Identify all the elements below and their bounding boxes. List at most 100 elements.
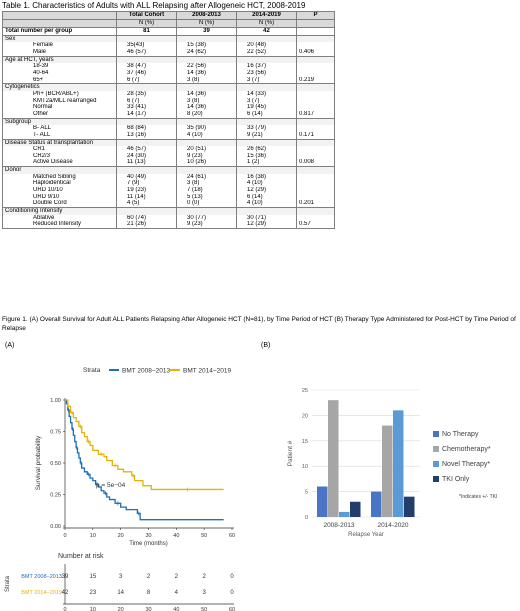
- row-label: Double Cord: [2, 200, 117, 208]
- table-title: Table 1. Characteristics of Adults with …: [2, 1, 306, 10]
- cell-value: [236, 55, 297, 64]
- row-label: URD 9/10: [2, 193, 117, 201]
- table-row: URD 10/10 19 (23) 7 (18) 12 (29): [2, 187, 335, 194]
- total-label: Total number per group: [2, 27, 117, 36]
- cell-value: 11 (13): [116, 159, 177, 167]
- x-axis-title: Time (months): [129, 541, 167, 547]
- cell-value: 12 (29): [236, 221, 297, 230]
- col-subheader: [2, 19, 117, 28]
- table-row: URD 9/10 11 (14) 5 (13) 6 (14): [2, 193, 335, 201]
- bar-tki-only: [350, 501, 361, 517]
- cell-value: [236, 207, 297, 215]
- cell-value: 10 (26): [176, 159, 237, 167]
- cell-value: 40 (49): [116, 173, 177, 181]
- cell-value: 68 (84): [116, 125, 177, 132]
- cell-value: 6 (7): [116, 76, 177, 84]
- cell-value: 0.201: [296, 200, 335, 208]
- risk-count: 15: [89, 574, 96, 580]
- cell-value: 14 (36): [176, 104, 237, 111]
- cell-value: 4 (10): [236, 180, 297, 188]
- y-tick-label: 10: [302, 464, 308, 470]
- cell-value: [116, 34, 177, 43]
- total-value: 42: [236, 27, 297, 36]
- cell-value: [296, 42, 335, 49]
- cell-value: 13 (16): [116, 131, 177, 139]
- cell-value: 3 (8): [176, 180, 237, 188]
- cell-value: [296, 173, 335, 181]
- risk-count: 42: [62, 590, 69, 596]
- cell-value: 24 (61): [176, 173, 237, 181]
- bar-novel-therapy: [339, 511, 350, 517]
- row-label: Female: [2, 42, 117, 49]
- legend-label: BMT 2014−2019: [183, 368, 232, 375]
- cell-value: 4 (5): [116, 200, 177, 208]
- cell-value: 15 (36): [236, 152, 297, 160]
- cell-value: [116, 138, 177, 147]
- cell-value: 33 (41): [116, 104, 177, 111]
- cell-value: 6 (14): [236, 110, 297, 119]
- row-label: Ablative: [2, 214, 117, 222]
- y-tick-label: 0.75: [50, 430, 61, 436]
- cell-value: 46 (57): [116, 146, 177, 153]
- table-row: Female 35(43) 15 (38) 20 (48): [2, 42, 335, 49]
- risk-count: 23: [89, 590, 96, 596]
- bar-no-therapy: [317, 486, 328, 517]
- table-row: CR2/3 24 (30) 9 (23) 15 (36): [2, 152, 335, 160]
- table-row: Male 46 (57) 24 (62) 22 (52) 0.406: [2, 48, 335, 57]
- cell-value: 9 (21): [236, 131, 297, 139]
- x-tick-label: 60: [229, 533, 235, 539]
- x-tick-label: 0: [63, 533, 66, 539]
- cell-value: [296, 90, 335, 98]
- cell-value: 33 (79): [236, 125, 297, 132]
- cell-value: 6 (14): [236, 193, 297, 201]
- risk-row-label: BMT 2008−2013: [21, 574, 62, 580]
- cell-value: 8 (20): [176, 110, 237, 119]
- table-row: KMT2a/MLL rearranged 6 (7) 3 (8) 3 (7): [2, 97, 335, 105]
- row-label: Matched Sibling: [2, 173, 117, 181]
- cell-value: 12 (29): [236, 187, 297, 194]
- cell-value: 0.171: [296, 131, 335, 139]
- cell-value: 37 (46): [116, 69, 177, 77]
- risk-count: 2: [202, 574, 206, 580]
- y-tick-label: 20: [302, 413, 308, 419]
- cell-value: 3 (7): [236, 76, 297, 84]
- legend-label: Chemotherapy*: [442, 446, 491, 453]
- x-axis-title: Relapse Year: [348, 532, 384, 538]
- cell-value: [176, 83, 237, 91]
- cell-value: [236, 83, 297, 91]
- cell-value: 0.817: [296, 110, 335, 119]
- col-header: 2008-2013: [176, 11, 237, 20]
- cell-value: [296, 55, 335, 64]
- cell-value: 1 (2): [236, 159, 297, 167]
- cell-value: [296, 125, 335, 132]
- risk-x-tick-label: 30: [145, 607, 151, 611]
- risk-x-tick-label: 10: [90, 607, 96, 611]
- row-label: Subgroup: [2, 117, 117, 126]
- row-label: 18-39: [2, 63, 117, 70]
- category-row: Age at HCT, years: [2, 55, 335, 64]
- cell-value: [296, 193, 335, 201]
- table-row: Ablative 60 (74) 30 (77) 30 (71): [2, 214, 335, 222]
- col-subheader: N (%): [116, 19, 177, 28]
- cell-value: [176, 138, 237, 147]
- risk-x-tick-label: 0: [63, 607, 66, 611]
- cell-value: 20 (51): [176, 146, 237, 153]
- legend-swatch: [433, 476, 439, 482]
- p-value-annotation: p = 5e−04: [96, 482, 126, 489]
- cell-value: [236, 34, 297, 43]
- total-row: Total number per group 81 39 42: [2, 27, 335, 36]
- row-label: Active Disease: [2, 159, 117, 167]
- y-tick-label: 0.50: [50, 461, 61, 467]
- cell-value: [296, 180, 335, 188]
- legend-label: BMT 2008−2013: [122, 368, 171, 375]
- cell-value: 30 (71): [236, 214, 297, 222]
- cell-value: 3 (8): [176, 76, 237, 84]
- risk-table-title: Number at risk: [58, 553, 104, 560]
- survival-curve-2014-2019: [65, 399, 224, 491]
- cell-value: 46 (57): [116, 48, 177, 57]
- cell-value: [176, 166, 237, 174]
- legend-label: No Therapy: [442, 431, 479, 438]
- cell-value: 28 (35): [116, 90, 177, 98]
- row-label: Reduced Intensity: [2, 221, 117, 230]
- y-axis-title: Survival probability: [35, 435, 42, 490]
